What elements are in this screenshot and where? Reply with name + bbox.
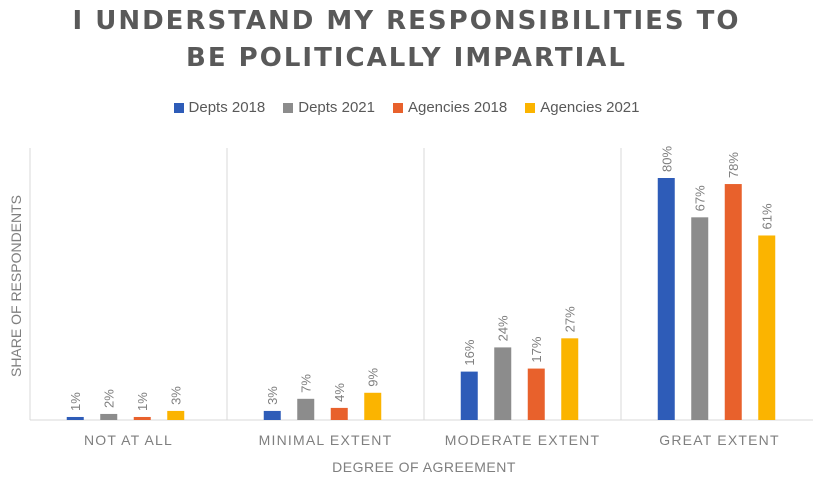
data-label-agencies-2018-moderate-extent: 17% <box>529 336 544 362</box>
bar-agencies-2021-minimal-extent <box>364 392 382 420</box>
data-label-depts-2018-great-extent: 80% <box>659 146 674 172</box>
bar-agencies-2018-moderate-extent <box>527 368 545 420</box>
bar-depts-2021-not-at-all <box>100 413 118 420</box>
data-label-depts-2018-not-at-all: 1% <box>68 392 83 411</box>
legend-item-depts-2021: Depts 2021 <box>283 99 375 116</box>
legend-label-depts-2018: Depts 2018 <box>188 99 266 116</box>
bar-depts-2018-great-extent <box>657 178 675 420</box>
bar-depts-2021-minimal-extent <box>297 398 315 420</box>
legend-swatch-agencies-2021 <box>525 102 536 113</box>
chart-title-line-1: I UNDERSTAND MY RESPONSIBILITIES TO <box>72 6 741 36</box>
x-tick-label-moderate-extent: MODERATE EXTENT <box>445 432 600 448</box>
chart-title-line-2: BE POLITICALLY IMPARTIAL <box>186 43 627 73</box>
bar-agencies-2018-great-extent <box>724 184 742 420</box>
legend-swatch-depts-2021 <box>283 102 294 113</box>
y-axis-label: SHARE OF RESPONDENTS <box>8 195 24 377</box>
x-tick-label-not-at-all: NOT AT ALL <box>84 432 173 448</box>
bar-depts-2018-minimal-extent <box>263 410 281 420</box>
x-tick-label-great-extent: GREAT EXTENT <box>659 432 779 448</box>
bar-agencies-2021-great-extent <box>758 235 776 420</box>
bar-agencies-2021-not-at-all <box>167 410 185 420</box>
data-label-depts-2018-moderate-extent: 16% <box>462 339 477 365</box>
legend: Depts 2018 Depts 2021 Agencies 2018 Agen… <box>0 99 813 116</box>
legend-item-depts-2018: Depts 2018 <box>173 99 266 116</box>
data-label-depts-2021-moderate-extent: 24% <box>496 315 511 341</box>
legend-label-agencies-2018: Agencies 2018 <box>407 99 508 116</box>
bar-agencies-2018-not-at-all <box>133 416 151 420</box>
data-label-depts-2018-minimal-extent: 3% <box>265 386 280 405</box>
data-label-agencies-2018-great-extent: 78% <box>726 152 741 178</box>
legend-swatch-agencies-2018 <box>392 102 403 113</box>
data-label-agencies-2021-moderate-extent: 27% <box>563 306 578 332</box>
legend-item-agencies-2021: Agencies 2021 <box>525 99 639 116</box>
bar-depts-2018-not-at-all <box>66 416 84 420</box>
legend-label-agencies-2021: Agencies 2021 <box>540 99 640 116</box>
data-label-agencies-2021-great-extent: 61% <box>760 203 775 229</box>
bar-depts-2021-great-extent <box>691 217 709 420</box>
bar-depts-2021-moderate-extent <box>494 347 512 420</box>
legend-label-depts-2021: Depts 2021 <box>298 99 375 116</box>
data-label-depts-2021-not-at-all: 2% <box>102 389 117 408</box>
data-label-agencies-2021-minimal-extent: 9% <box>366 368 381 387</box>
data-label-agencies-2021-not-at-all: 3% <box>169 386 184 405</box>
bar-agencies-2021-moderate-extent <box>561 338 579 420</box>
bar-agencies-2018-minimal-extent <box>330 407 348 420</box>
legend-item-agencies-2018: Agencies 2018 <box>392 99 508 116</box>
bar-depts-2018-moderate-extent <box>460 371 478 420</box>
x-tick-label-minimal-extent: MINIMAL EXTENT <box>259 432 393 448</box>
data-label-depts-2021-minimal-extent: 7% <box>299 374 314 393</box>
data-label-agencies-2018-not-at-all: 1% <box>135 392 150 411</box>
data-label-depts-2021-great-extent: 67% <box>693 185 708 211</box>
x-axis-label: DEGREE OF AGREEMENT <box>332 459 516 475</box>
legend-swatch-depts-2018 <box>173 102 184 113</box>
data-label-agencies-2018-minimal-extent: 4% <box>332 383 347 402</box>
